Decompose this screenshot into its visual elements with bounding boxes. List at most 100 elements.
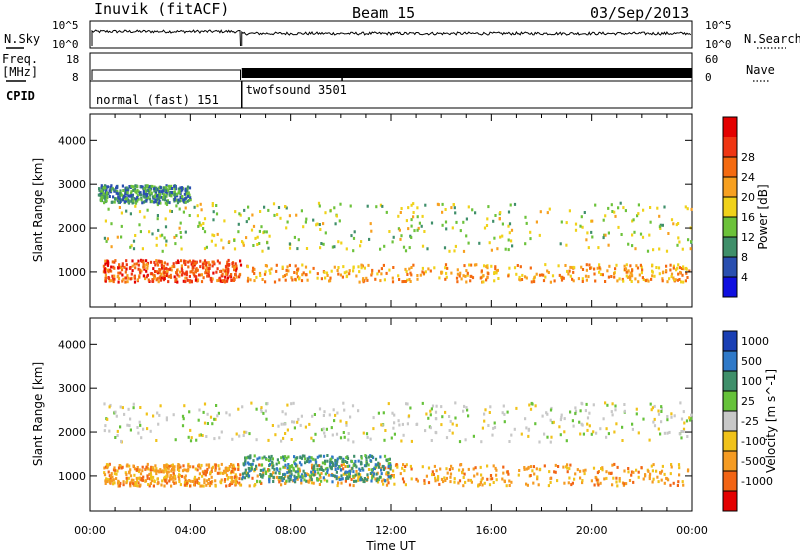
data-point	[632, 470, 635, 474]
data-point	[353, 479, 356, 483]
data-point	[138, 275, 141, 279]
data-point	[339, 436, 343, 440]
data-point	[104, 194, 107, 198]
data-point	[669, 268, 672, 272]
data-point	[458, 440, 462, 444]
data-point	[601, 273, 604, 277]
data-point	[167, 268, 170, 272]
data-point	[462, 476, 465, 479]
data-point	[279, 478, 282, 482]
data-point	[203, 421, 207, 425]
data-point	[377, 411, 380, 415]
data-point	[350, 460, 354, 464]
data-point	[132, 464, 135, 468]
data-point	[345, 270, 348, 274]
data-point	[207, 261, 210, 265]
data-point	[495, 468, 498, 472]
data-point	[188, 410, 191, 414]
data-point	[579, 409, 582, 413]
data-point	[129, 194, 132, 198]
data-point	[567, 272, 570, 276]
time-x-axis: 00:00 04:00 08:00 12:00 16:00 20:00 00:00	[74, 114, 708, 537]
data-point	[218, 276, 221, 280]
data-point	[174, 438, 177, 442]
data-point	[326, 454, 329, 457]
data-point	[609, 472, 612, 475]
data-point	[290, 473, 293, 477]
data-point	[192, 465, 195, 469]
data-point	[183, 468, 186, 472]
data-point	[396, 465, 399, 469]
data-point	[165, 468, 168, 471]
data-point	[402, 433, 405, 437]
data-point	[120, 193, 123, 197]
data-point	[179, 465, 182, 469]
data-point	[456, 280, 459, 284]
data-point	[153, 480, 156, 484]
data-point	[115, 472, 118, 476]
data-point	[592, 403, 595, 407]
data-point	[501, 234, 504, 238]
data-point	[161, 249, 164, 253]
data-point	[462, 274, 465, 278]
data-point	[160, 260, 163, 264]
data-point	[230, 463, 233, 466]
data-point	[203, 478, 206, 482]
data-point	[133, 275, 136, 279]
data-point	[393, 482, 396, 486]
data-point	[312, 266, 315, 270]
data-point	[524, 215, 527, 219]
data-point	[256, 479, 259, 483]
colorbar-tick-label: -100	[741, 435, 766, 448]
data-point	[449, 480, 452, 484]
data-point	[345, 423, 348, 427]
data-point	[499, 211, 502, 214]
data-point	[634, 277, 637, 281]
data-point	[682, 427, 686, 431]
data-point	[193, 205, 196, 209]
data-point	[203, 481, 206, 485]
data-point	[308, 460, 311, 464]
data-point	[680, 267, 684, 270]
data-point	[291, 278, 294, 282]
data-point	[154, 464, 157, 468]
data-point	[115, 191, 118, 195]
data-point	[340, 481, 343, 485]
data-point	[581, 402, 584, 406]
data-point	[678, 266, 682, 270]
data-point	[239, 473, 242, 477]
data-point	[689, 247, 692, 251]
data-point	[119, 481, 122, 485]
data-point	[585, 268, 588, 272]
data-point	[163, 267, 166, 271]
data-point	[618, 477, 621, 480]
data-point	[286, 428, 289, 432]
data-point	[525, 276, 528, 280]
data-point	[181, 188, 184, 192]
data-point	[262, 411, 265, 415]
colorbar-tick-label: 1000	[741, 335, 769, 348]
data-point	[305, 479, 308, 483]
data-point	[275, 269, 278, 273]
data-point	[586, 428, 589, 432]
data-point	[559, 433, 562, 437]
data-point	[185, 482, 188, 486]
data-point	[234, 262, 237, 266]
data-point	[370, 273, 373, 277]
data-point	[285, 206, 288, 210]
data-point	[339, 273, 342, 277]
data-point	[271, 466, 274, 470]
data-point	[120, 211, 123, 215]
data-point	[239, 483, 242, 487]
data-point	[110, 472, 113, 476]
data-point	[103, 268, 106, 272]
data-point	[427, 267, 430, 271]
data-point	[260, 406, 263, 410]
data-point	[141, 469, 144, 473]
data-point	[492, 481, 495, 484]
data-point	[300, 474, 304, 478]
data-point	[363, 266, 366, 270]
data-point	[166, 472, 169, 476]
data-point	[184, 206, 187, 210]
